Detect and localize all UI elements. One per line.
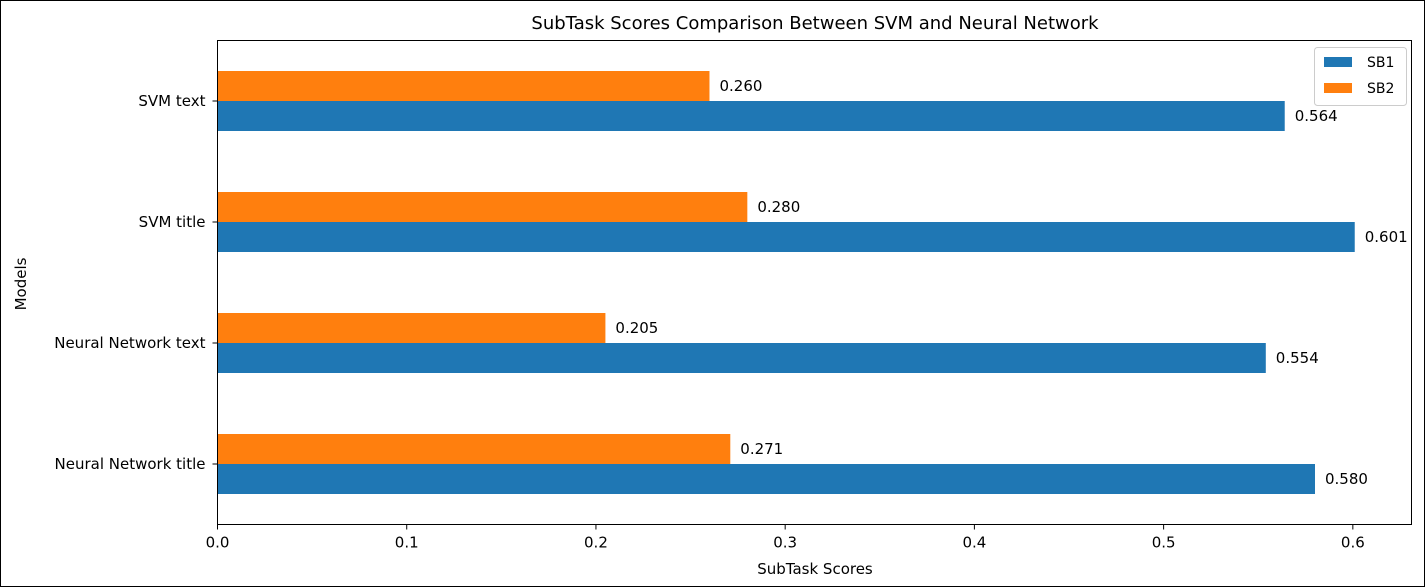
- data-labels-layer: 0.580 0.271 0.554 0.205 0.601 0.280 0.564 0.260: [615, 77, 1407, 488]
- bar-sb2-svm-title: [217, 192, 748, 222]
- y-tick-label-neural-network-text: Neural Network text: [54, 334, 205, 352]
- legend-swatch-sb1: [1324, 57, 1352, 67]
- y-axis-label: Models: [12, 257, 30, 310]
- legend-label-sb2: SB2: [1367, 81, 1394, 97]
- x-tick-label: 0.2: [584, 534, 608, 552]
- bar-sb2-neural-network-text: [217, 313, 606, 343]
- data-label-sb1-svm-title: 0.601: [1365, 228, 1408, 246]
- bar-sb1-neural-network-title: [217, 464, 1315, 494]
- data-label-sb2-neural-network-text: 0.205: [615, 319, 658, 337]
- x-tick-label: 0.4: [962, 534, 986, 552]
- y-tick-label-svm-text: SVM text: [138, 92, 205, 110]
- x-tick-label: 0.3: [773, 534, 797, 552]
- data-label-sb1-svm-text: 0.564: [1295, 107, 1338, 125]
- data-label-sb2-svm-title: 0.280: [757, 198, 800, 216]
- x-tick-label: 0.6: [1341, 534, 1365, 552]
- bar-sb1-svm-title: [217, 222, 1355, 252]
- data-label-sb1-neural-network-text: 0.554: [1276, 349, 1319, 367]
- x-tick-label: 0.5: [1152, 534, 1176, 552]
- legend-label-sb1: SB1: [1367, 55, 1394, 71]
- x-tick-label: 0.1: [395, 534, 419, 552]
- data-label-sb2-neural-network-title: 0.271: [740, 440, 783, 458]
- y-tick-label-svm-title: SVM title: [139, 213, 206, 231]
- y-axis-ticks: Neural Network title Neural Network text S…: [54, 92, 218, 473]
- bar-sb2-neural-network-title: [217, 434, 731, 464]
- x-axis-label: SubTask Scores: [757, 560, 873, 578]
- bar-sb1-neural-network-text: [217, 343, 1266, 373]
- data-label-sb1-neural-network-title: 0.580: [1325, 470, 1368, 488]
- chart-title: SubTask Scores Comparison Between SVM an…: [531, 13, 1099, 34]
- x-axis-ticks: 0.0 0.1 0.2 0.3 0.4 0.5 0.6: [206, 524, 1365, 552]
- y-tick-label-neural-network-title: Neural Network title: [55, 455, 206, 473]
- bars-layer: [217, 71, 1355, 494]
- bar-sb2-svm-text: [217, 71, 710, 101]
- data-label-sb2-svm-text: 0.260: [719, 77, 762, 95]
- x-tick-label: 0.0: [206, 534, 230, 552]
- bar-sb1-svm-text: [217, 101, 1285, 131]
- legend: SB1 SB2: [1314, 47, 1407, 106]
- plot-area: [217, 40, 1412, 525]
- legend-swatch-sb2: [1324, 83, 1352, 93]
